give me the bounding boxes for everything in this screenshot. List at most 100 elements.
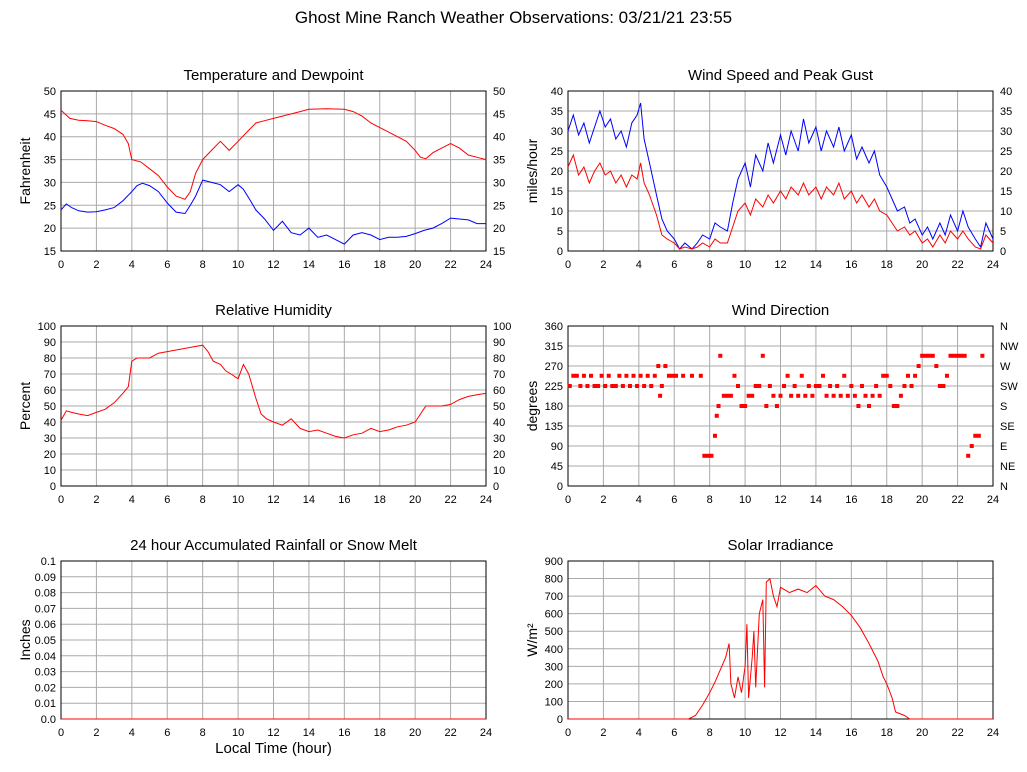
wind-x-tick-label: 0 <box>565 259 571 271</box>
winddir-point <box>923 353 928 358</box>
winddir-point <box>674 373 679 378</box>
winddir-chart: 0 2 4 6 8 10 12 14 16 18 20 22 240459013518022527031… <box>524 302 1019 506</box>
temp-y-tick-label: 45 <box>44 109 56 121</box>
wind-x-tick-label: 2 <box>600 259 606 271</box>
winddir-point <box>849 384 854 388</box>
solar-x-tick-label: 4 <box>636 727 642 739</box>
winddir-point <box>750 393 755 398</box>
solar-x-tick-label: 20 <box>916 727 928 739</box>
rain-x-tick-label: 20 <box>409 727 421 739</box>
temp-title: Temperature and Dewpoint <box>183 67 364 84</box>
winddir-point <box>571 373 576 378</box>
wind-x-tick-label: 22 <box>951 259 963 271</box>
solar-y-tick-label: 100 <box>545 696 563 708</box>
winddir-point <box>714 413 719 418</box>
temp-x-tick-label: 24 <box>480 259 492 271</box>
rain-x-tick-label: 18 <box>374 727 386 739</box>
rh-frame <box>60 325 487 487</box>
temp-frame <box>60 90 487 252</box>
winddir-point <box>743 404 748 408</box>
rh-x-tick-label: 20 <box>409 494 421 506</box>
winddir-point <box>789 393 794 398</box>
winddir-point <box>698 373 703 378</box>
rh-y-tick-label: 0 <box>50 481 56 493</box>
winddir-point <box>620 384 625 388</box>
rain-x-tick-label: 12 <box>267 727 279 739</box>
temp-y-tick-label: 30 <box>44 177 56 189</box>
winddir-right-tick-label: W <box>1000 361 1011 373</box>
winddir-y-axis-label: degrees <box>524 381 540 432</box>
temp-x-tick-label: 12 <box>267 259 279 271</box>
temp-x-tick-label: 22 <box>444 259 456 271</box>
winddir-point <box>728 393 733 398</box>
winddir-point <box>645 373 650 378</box>
winddir-point <box>955 353 960 358</box>
rh-x-tick-label: 22 <box>444 494 456 506</box>
solar-x-tick-label: 10 <box>739 727 751 739</box>
solar-x-tick-label: 12 <box>774 727 786 739</box>
winddir-point <box>937 384 942 388</box>
winddir-point <box>796 393 801 398</box>
rh-right-tick-label: 20 <box>493 449 505 461</box>
solar-x-tick-label: 22 <box>951 727 963 739</box>
rh-x-tick-label: 0 <box>58 494 64 506</box>
winddir-point <box>613 384 618 388</box>
wind-right-tick-label: 30 <box>1000 126 1012 138</box>
rain-x-tick-label: 0 <box>58 727 64 739</box>
winddir-right-tick-label: NW <box>1000 341 1019 353</box>
solar-y-tick-label: 900 <box>545 556 563 568</box>
temp-x-tick-label: 6 <box>164 259 170 271</box>
winddir-y-tick-label: 360 <box>545 321 563 333</box>
solar-x-tick-label: 14 <box>810 727 822 739</box>
rh-right-tick-label: 90 <box>493 337 505 349</box>
winddir-point <box>652 373 657 378</box>
rh-right-tick-label: 40 <box>493 417 505 429</box>
rh-y-tick-label: 70 <box>44 369 56 381</box>
rain-title: 24 hour Accumulated Rainfall or Snow Mel… <box>130 537 418 554</box>
winddir-y-tick-label: 315 <box>545 341 563 353</box>
winddir-right-tick-label: SE <box>1000 421 1015 433</box>
rh-y-tick-label: 80 <box>44 353 56 365</box>
winddir-point <box>767 384 772 388</box>
winddir-right-tick-label: N <box>1000 321 1008 333</box>
winddir-point <box>867 404 872 408</box>
temp-y-tick-label: 50 <box>44 86 56 98</box>
winddir-point <box>944 373 949 378</box>
temp-right-tick-label: 25 <box>493 200 505 212</box>
wind-right-tick-label: 0 <box>1000 246 1006 258</box>
winddir-point <box>771 393 776 398</box>
wind-series-2-line <box>567 153 994 250</box>
temp-series-1-line <box>60 108 487 200</box>
solar-x-tick-label: 16 <box>845 727 857 739</box>
rain-x-axis-label: Local Time (hour) <box>215 740 332 757</box>
winddir-point <box>895 404 900 408</box>
rh-right-tick-label: 50 <box>493 401 505 413</box>
rh-x-tick-label: 10 <box>232 494 244 506</box>
winddir-point <box>806 384 811 388</box>
winddir-point <box>709 453 714 458</box>
temp-x-tick-label: 10 <box>232 259 244 271</box>
solar-y-tick-label: 700 <box>545 591 563 603</box>
temp-right-tick-label: 30 <box>493 177 505 189</box>
winddir-point <box>670 373 675 378</box>
rh-y-tick-label: 60 <box>44 385 56 397</box>
wind-x-tick-label: 24 <box>987 259 999 271</box>
winddir-point <box>916 364 921 368</box>
rain-y-tick-label: 0.02 <box>35 682 56 694</box>
rain-y-tick-label: 0.04 <box>35 651 56 663</box>
wind-right-tick-label: 5 <box>1000 226 1006 238</box>
rh-right-tick-label: 30 <box>493 433 505 445</box>
rain-x-tick-label: 8 <box>200 727 206 739</box>
winddir-point <box>666 373 671 378</box>
winddir-point <box>624 373 629 378</box>
winddir-point <box>891 404 896 408</box>
winddir-point <box>702 453 707 458</box>
winddir-y-tick-label: 45 <box>551 461 563 473</box>
winddir-point <box>585 384 590 388</box>
winddir-point <box>969 444 974 448</box>
winddir-point <box>835 384 840 388</box>
wind-right-tick-label: 40 <box>1000 86 1012 98</box>
rain-x-tick-label: 4 <box>129 727 135 739</box>
winddir-point <box>760 353 765 358</box>
winddir-point <box>870 393 875 398</box>
